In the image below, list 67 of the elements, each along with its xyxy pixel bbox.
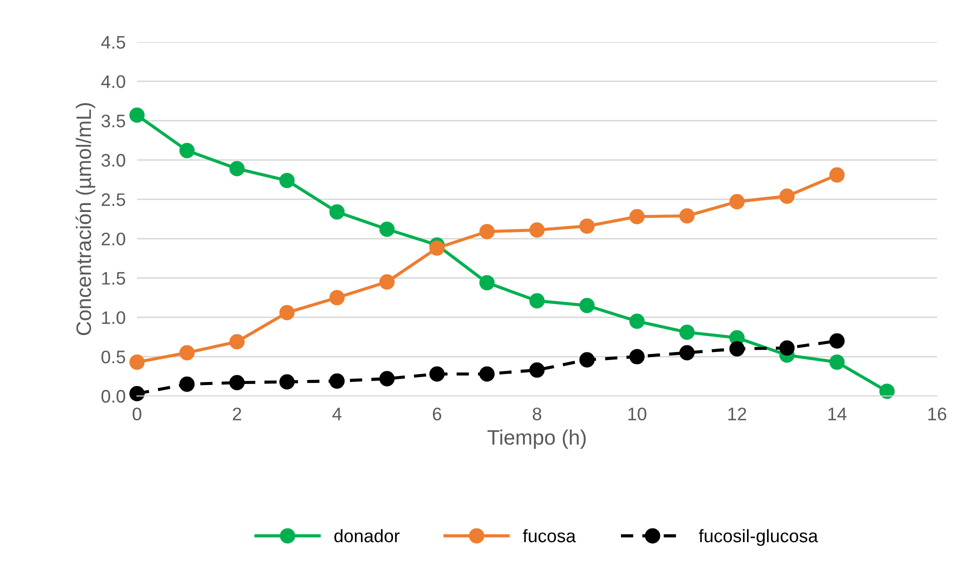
x-tick-label: 0 — [132, 408, 142, 420]
point — [729, 341, 745, 356]
legend-label: fucosil-glucosa — [698, 529, 818, 546]
point — [179, 376, 195, 392]
point — [679, 208, 695, 224]
point — [529, 362, 545, 378]
point — [429, 240, 445, 256]
y-tick-label: 4.5 — [101, 36, 126, 49]
point — [479, 275, 495, 290]
point — [829, 333, 845, 349]
point — [629, 314, 645, 329]
point — [529, 222, 545, 238]
point — [479, 366, 495, 382]
y-tick-label: 1.5 — [102, 272, 126, 285]
point — [329, 204, 345, 220]
point — [179, 345, 195, 360]
point — [379, 274, 395, 290]
point — [179, 142, 195, 158]
point — [279, 172, 295, 188]
point — [579, 352, 595, 368]
point — [229, 334, 245, 350]
y-tick-label: 2.5 — [102, 193, 126, 206]
point — [129, 386, 145, 402]
y-tick-label: 0.5 — [101, 350, 126, 364]
x-tick-label: 6 — [432, 408, 442, 420]
x-tick-label: 14 — [828, 408, 847, 420]
y-tick-label: 3.5 — [101, 114, 126, 128]
point — [529, 293, 545, 308]
point — [329, 290, 345, 306]
x-tick-label: 16 — [928, 408, 946, 420]
x-tick-label: 8 — [532, 408, 542, 420]
point — [679, 324, 695, 340]
y-tick-label: 3.0 — [101, 154, 126, 167]
y-tick-label: 0.0 — [101, 390, 126, 403]
point — [279, 304, 295, 320]
point — [279, 374, 295, 390]
point — [779, 340, 795, 356]
legend-label: fucosa — [522, 529, 576, 542]
point — [129, 108, 145, 123]
y-axis-title: Concentración (µmol/mL) — [76, 103, 96, 336]
point — [329, 373, 345, 389]
point — [579, 218, 595, 234]
point — [729, 194, 745, 210]
x-axis-title: Tiempo (h) — [488, 430, 586, 449]
y-tick-label: 2.0 — [102, 232, 126, 246]
y-tick-label: 1.0 — [102, 311, 126, 324]
point — [579, 298, 595, 314]
point — [629, 209, 645, 224]
x-tick-label: 10 — [628, 408, 646, 420]
point — [379, 222, 395, 237]
point — [229, 161, 245, 176]
point — [129, 354, 145, 370]
point — [629, 349, 645, 364]
point — [479, 224, 495, 240]
point — [829, 354, 845, 370]
point — [379, 371, 395, 386]
x-tick-label: 12 — [728, 408, 746, 420]
point — [829, 167, 845, 183]
x-tick-label: 4 — [332, 408, 342, 420]
y-tick-label: 4.0 — [101, 75, 126, 88]
point — [229, 374, 245, 390]
legend-label: donador — [334, 529, 400, 542]
point — [429, 366, 445, 382]
x-tick-label: 2 — [232, 408, 242, 420]
point — [779, 188, 795, 204]
point — [879, 384, 895, 399]
point — [679, 345, 695, 360]
